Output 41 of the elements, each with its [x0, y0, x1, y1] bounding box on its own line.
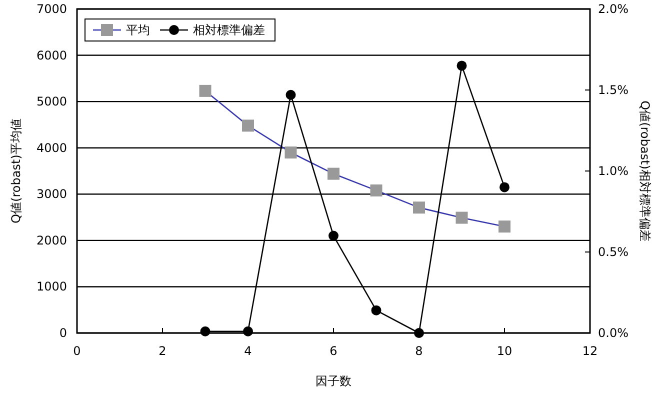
y2-tick-label: 0.5%: [598, 245, 628, 259]
point: [371, 305, 382, 316]
point: [199, 84, 212, 97]
y2-tick-label: 0.0%: [598, 326, 628, 340]
y-tick-label: 3000: [36, 187, 67, 202]
point: [414, 328, 424, 338]
y-tick-label: 6000: [36, 48, 67, 62]
point: [456, 60, 467, 71]
x-axis-title: 因子数: [316, 374, 352, 388]
point: [328, 230, 338, 241]
x-tick-label: 4: [244, 344, 252, 358]
point: [498, 220, 510, 233]
y-tick-label: 5000: [36, 94, 67, 109]
legend-label: 相対標準偏差: [193, 23, 265, 37]
point: [328, 168, 340, 180]
y2-tick-label: 1.0%: [598, 164, 628, 178]
y-tick-label: 0: [59, 326, 67, 340]
x-tick-label: 6: [330, 344, 338, 358]
y-tick-label: 2000: [36, 233, 67, 248]
point: [456, 212, 468, 224]
point: [242, 120, 254, 132]
point: [200, 326, 210, 336]
y2-tick-label: 1.5%: [598, 83, 628, 97]
y-tick-label: 1000: [36, 280, 67, 294]
y-axis-title: Q値(robast)平均値: [9, 118, 23, 224]
point: [284, 146, 297, 158]
y2-axis-title: Q値(robast)相対標準偏差: [638, 100, 652, 242]
point: [370, 184, 382, 196]
point: [243, 326, 253, 336]
y-tick-label: 7000: [36, 2, 67, 16]
x-tick-label: 8: [415, 344, 423, 358]
point: [413, 202, 425, 214]
point: [500, 182, 510, 192]
x-tick-label: 2: [158, 344, 166, 358]
x-tick-label: 10: [496, 344, 512, 358]
y2-tick-label: 2.0%: [598, 2, 628, 16]
point: [286, 90, 296, 100]
y-tick-label: 4000: [36, 140, 67, 155]
legend-label: 平均: [126, 23, 150, 37]
x-tick-label: 12: [582, 344, 598, 358]
x-tick-label: 0: [73, 344, 81, 358]
